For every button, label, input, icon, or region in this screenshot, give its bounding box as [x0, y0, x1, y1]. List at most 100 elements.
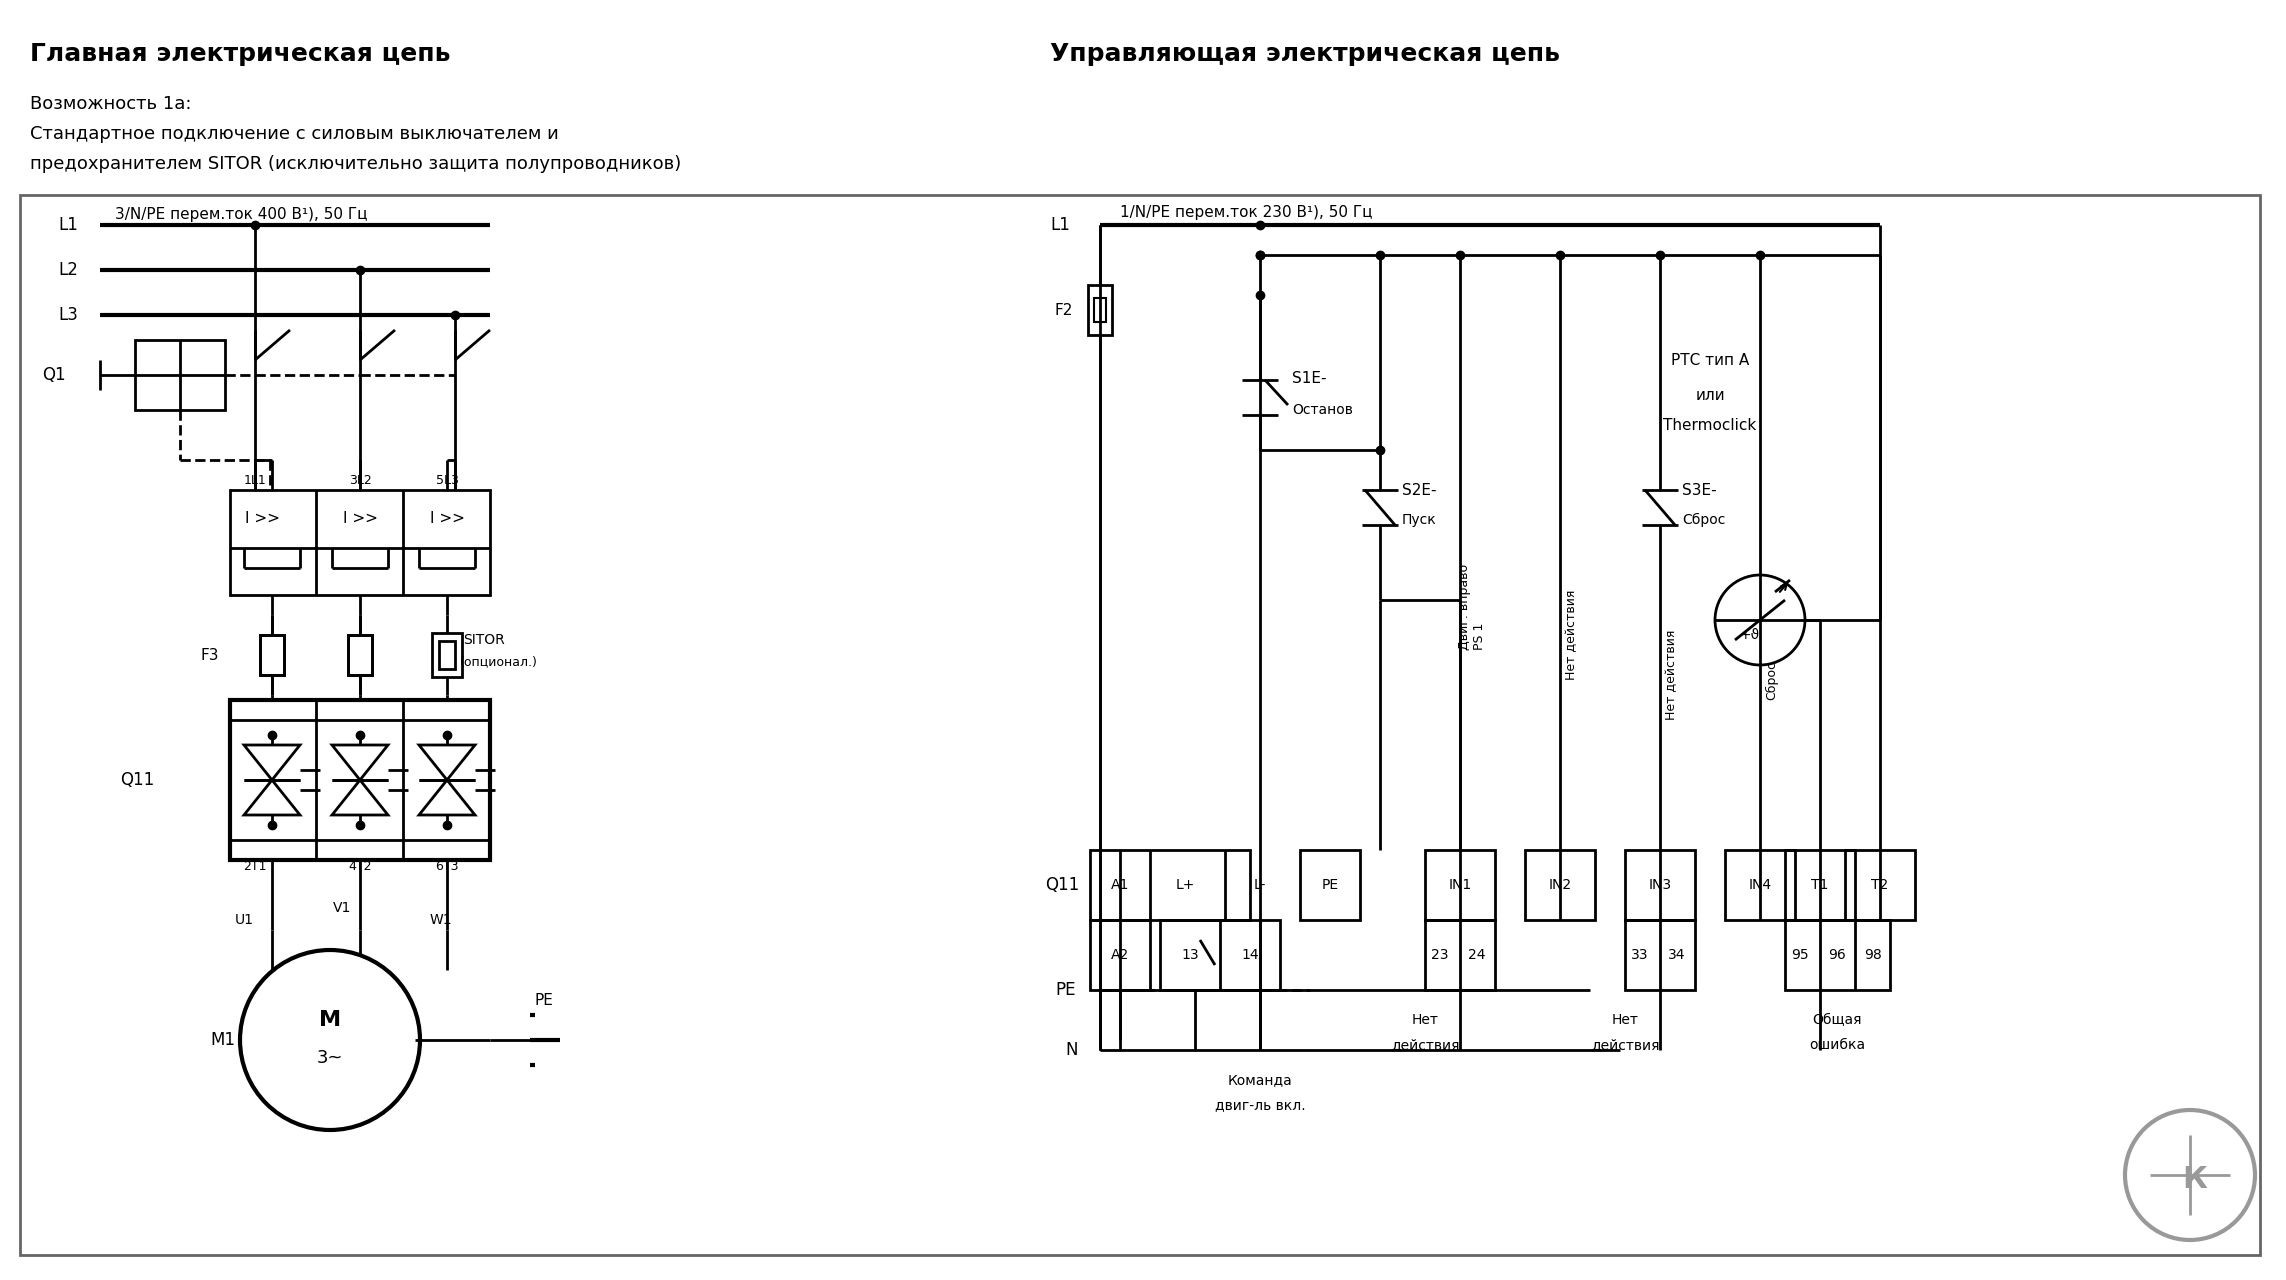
- Text: 14: 14: [1241, 948, 1260, 963]
- Text: T2: T2: [1872, 878, 1888, 892]
- Text: PE: PE: [1056, 980, 1074, 998]
- Text: S3E-: S3E-: [1682, 483, 1717, 498]
- Bar: [1301, 850, 1360, 920]
- Text: 33: 33: [1632, 948, 1648, 963]
- Text: PE: PE: [535, 992, 553, 1007]
- Text: T1: T1: [1811, 878, 1829, 892]
- Text: U1: U1: [235, 913, 254, 927]
- Text: Стандартное подключение с силовым выключателем и: Стандартное подключение с силовым выключ…: [30, 125, 558, 143]
- Bar: [261, 635, 283, 675]
- Bar: [1785, 920, 1891, 989]
- Text: A2: A2: [1111, 948, 1129, 963]
- Text: PE: PE: [1321, 878, 1340, 892]
- Bar: [1845, 850, 1916, 920]
- Text: SITOR: SITOR: [464, 634, 505, 646]
- Text: Нет: Нет: [1612, 1012, 1639, 1027]
- Text: Нет действия: Нет действия: [1666, 630, 1678, 719]
- Bar: [1726, 850, 1795, 920]
- Bar: [432, 634, 462, 677]
- Text: К: К: [2183, 1166, 2208, 1194]
- Text: 3/N/PE перем.ток 400 В¹), 50 Гц: 3/N/PE перем.ток 400 В¹), 50 Гц: [114, 207, 368, 221]
- Text: Сброс: Сброс: [1765, 660, 1779, 700]
- Text: S1E-: S1E-: [1292, 370, 1326, 385]
- Text: Останов: Останов: [1292, 403, 1353, 417]
- Text: 1/N/PE перем.ток 230 В¹), 50 Гц: 1/N/PE перем.ток 230 В¹), 50 Гц: [1120, 205, 1372, 220]
- Bar: [1090, 920, 1150, 989]
- Text: 3L2: 3L2: [350, 474, 370, 486]
- Text: M1: M1: [210, 1030, 235, 1050]
- Text: 4T2: 4T2: [347, 860, 373, 873]
- Bar: [347, 635, 373, 675]
- Bar: [439, 641, 455, 669]
- Text: M: M: [320, 1010, 341, 1030]
- Text: L1: L1: [1049, 216, 1070, 234]
- Text: A1: A1: [1111, 878, 1129, 892]
- Text: 1L1: 1L1: [245, 474, 267, 486]
- Text: F2: F2: [1056, 302, 1074, 317]
- Text: F3: F3: [199, 648, 219, 663]
- Text: N: N: [1065, 1041, 1077, 1059]
- Bar: [135, 340, 224, 410]
- Bar: [1525, 850, 1596, 920]
- Bar: [1424, 850, 1495, 920]
- Text: Нет действия: Нет действия: [1566, 590, 1580, 680]
- Text: Двиг. вправо
PS 1: Двиг. вправо PS 1: [1458, 564, 1486, 650]
- Bar: [1159, 920, 1280, 989]
- Text: I >>: I >>: [343, 511, 377, 526]
- Text: ошибка: ошибка: [1808, 1038, 1865, 1052]
- Text: IN1: IN1: [1449, 878, 1472, 892]
- Text: 23: 23: [1431, 948, 1449, 963]
- Bar: [347, 635, 373, 675]
- Text: Управляющая электрическая цепь: Управляющая электрическая цепь: [1049, 42, 1559, 67]
- Text: Возможность 1а:: Возможность 1а:: [30, 95, 192, 113]
- Text: Q1: Q1: [41, 366, 66, 384]
- Text: I >>: I >>: [245, 511, 279, 526]
- Text: IN4: IN4: [1749, 878, 1772, 892]
- Bar: [1090, 850, 1250, 920]
- Text: предохранителем SITOR (исключительно защита полупроводников): предохранителем SITOR (исключительно защ…: [30, 155, 681, 173]
- Text: или: или: [1696, 388, 1726, 402]
- Bar: [261, 635, 283, 675]
- Bar: [1088, 285, 1111, 335]
- Text: Нет: Нет: [1410, 1012, 1438, 1027]
- Bar: [1625, 850, 1694, 920]
- Text: Пуск: Пуск: [1401, 513, 1436, 527]
- Text: I >>: I >>: [430, 511, 464, 526]
- Text: 3~: 3~: [318, 1050, 343, 1068]
- Text: 24: 24: [1468, 948, 1486, 963]
- Bar: [231, 490, 489, 595]
- Text: L1: L1: [57, 216, 78, 234]
- Text: Общая: Общая: [1813, 1012, 1861, 1027]
- Bar: [1785, 850, 1854, 920]
- Bar: [21, 195, 2261, 1254]
- Text: действия: действия: [1591, 1038, 1660, 1052]
- Text: L+: L+: [1175, 878, 1196, 892]
- Text: Команда: Команда: [1228, 1073, 1292, 1087]
- Text: 5L3: 5L3: [437, 474, 459, 486]
- Text: Главная электрическая цепь: Главная электрическая цепь: [30, 42, 450, 67]
- Text: РТС тип А: РТС тип А: [1671, 352, 1749, 367]
- Text: Q11: Q11: [119, 771, 153, 788]
- Text: 98: 98: [1863, 948, 1881, 963]
- Text: IN3: IN3: [1648, 878, 1671, 892]
- Text: V1: V1: [334, 901, 352, 915]
- Text: 95: 95: [1792, 948, 1808, 963]
- Text: 96: 96: [1829, 948, 1845, 963]
- Text: 2T1: 2T1: [242, 860, 267, 873]
- Text: L3: L3: [57, 306, 78, 324]
- Text: действия: действия: [1390, 1038, 1458, 1052]
- Bar: [1424, 920, 1495, 989]
- Text: S2E-: S2E-: [1401, 483, 1436, 498]
- Text: L-: L-: [1253, 878, 1266, 892]
- Text: +ϑ: +ϑ: [1740, 628, 1760, 643]
- Text: W1: W1: [430, 913, 453, 927]
- Bar: [1625, 920, 1694, 989]
- Text: L2: L2: [57, 261, 78, 279]
- Text: 13: 13: [1182, 948, 1198, 963]
- Text: двиг-ль вкл.: двиг-ль вкл.: [1214, 1098, 1305, 1112]
- Text: IN2: IN2: [1548, 878, 1570, 892]
- Text: 34: 34: [1669, 948, 1685, 963]
- Text: Сброс: Сброс: [1682, 513, 1726, 527]
- Bar: [1095, 298, 1106, 323]
- Text: Thermoclick: Thermoclick: [1664, 417, 1756, 433]
